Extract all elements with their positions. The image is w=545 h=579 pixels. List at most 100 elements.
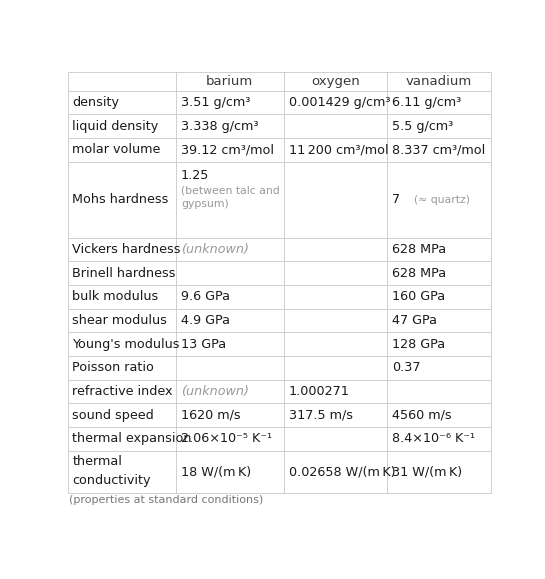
Bar [176, 285, 283, 309]
Text: (between talc and: (between talc and [181, 185, 280, 196]
Bar [68, 332, 176, 356]
Bar [387, 380, 490, 404]
Text: thermal: thermal [72, 455, 122, 468]
Text: conductivity: conductivity [72, 474, 151, 487]
Bar [283, 237, 387, 261]
Text: 128 GPa: 128 GPa [392, 338, 445, 351]
Bar [176, 138, 283, 162]
Text: refractive index: refractive index [72, 385, 173, 398]
Bar [283, 450, 387, 493]
Text: 317.5 m/s: 317.5 m/s [289, 409, 353, 422]
Bar [283, 356, 387, 380]
Bar [176, 450, 283, 493]
Text: Brinell hardness: Brinell hardness [72, 266, 176, 280]
Text: 3.338 g/cm³: 3.338 g/cm³ [181, 120, 258, 133]
Text: 4560 m/s: 4560 m/s [392, 409, 452, 422]
Bar [68, 72, 176, 91]
Bar [176, 237, 283, 261]
Bar [68, 404, 176, 427]
Bar [68, 427, 176, 450]
Text: gypsum): gypsum) [181, 199, 229, 209]
Bar [387, 237, 490, 261]
Bar [68, 285, 176, 309]
Bar [387, 450, 490, 493]
Text: 31 W/(m K): 31 W/(m K) [392, 466, 462, 479]
Text: 5.5 g/cm³: 5.5 g/cm³ [392, 120, 453, 133]
Text: 628 MPa: 628 MPa [392, 243, 446, 256]
Bar [176, 332, 283, 356]
Bar [176, 356, 283, 380]
Bar [176, 404, 283, 427]
Bar [283, 162, 387, 237]
Bar [283, 427, 387, 450]
Bar [283, 261, 387, 285]
Bar [176, 380, 283, 404]
Bar [176, 91, 283, 114]
Bar [68, 261, 176, 285]
Bar [68, 380, 176, 404]
Bar [68, 114, 176, 138]
Bar [387, 138, 490, 162]
Text: density: density [72, 96, 119, 109]
Bar [387, 309, 490, 332]
Text: 2.06×10⁻⁵ K⁻¹: 2.06×10⁻⁵ K⁻¹ [181, 433, 272, 445]
Text: (unknown): (unknown) [181, 243, 249, 256]
Text: 160 GPa: 160 GPa [392, 290, 445, 303]
Text: 4.9 GPa: 4.9 GPa [181, 314, 230, 327]
Bar [68, 162, 176, 237]
Bar [68, 356, 176, 380]
Text: 11 200 cm³/mol: 11 200 cm³/mol [289, 144, 388, 156]
Bar [176, 309, 283, 332]
Bar [283, 380, 387, 404]
Text: 13 GPa: 13 GPa [181, 338, 226, 351]
Bar [283, 138, 387, 162]
Bar [176, 261, 283, 285]
Text: vanadium: vanadium [405, 75, 472, 87]
Text: 1.000271: 1.000271 [289, 385, 349, 398]
Text: 3.51 g/cm³: 3.51 g/cm³ [181, 96, 250, 109]
Text: bulk modulus: bulk modulus [72, 290, 159, 303]
Text: 9.6 GPa: 9.6 GPa [181, 290, 230, 303]
Bar [68, 91, 176, 114]
Bar [387, 285, 490, 309]
Bar [176, 114, 283, 138]
Bar [387, 72, 490, 91]
Text: 0.001429 g/cm³: 0.001429 g/cm³ [289, 96, 390, 109]
Text: 8.4×10⁻⁶ K⁻¹: 8.4×10⁻⁶ K⁻¹ [392, 433, 475, 445]
Text: shear modulus: shear modulus [72, 314, 167, 327]
Bar [176, 72, 283, 91]
Bar [387, 427, 490, 450]
Text: barium: barium [206, 75, 253, 87]
Bar [387, 162, 490, 237]
Text: sound speed: sound speed [72, 409, 154, 422]
Text: 8.337 cm³/mol: 8.337 cm³/mol [392, 144, 486, 156]
Bar [283, 332, 387, 356]
Text: 18 W/(m K): 18 W/(m K) [181, 466, 251, 479]
Text: (properties at standard conditions): (properties at standard conditions) [69, 495, 263, 505]
Text: molar volume: molar volume [72, 144, 161, 156]
Bar [387, 261, 490, 285]
Bar [283, 285, 387, 309]
Text: (≈ quartz): (≈ quartz) [407, 195, 470, 204]
Text: 1.25: 1.25 [181, 169, 209, 182]
Bar [176, 162, 283, 237]
Bar [283, 114, 387, 138]
Text: Vickers hardness: Vickers hardness [72, 243, 181, 256]
Bar [387, 404, 490, 427]
Bar [283, 91, 387, 114]
Text: 0.02658 W/(m K): 0.02658 W/(m K) [289, 466, 395, 479]
Text: liquid density: liquid density [72, 120, 159, 133]
Text: 47 GPa: 47 GPa [392, 314, 437, 327]
Bar [283, 309, 387, 332]
Text: thermal expansion: thermal expansion [72, 433, 192, 445]
Text: Poisson ratio: Poisson ratio [72, 361, 154, 374]
Text: oxygen: oxygen [311, 75, 360, 87]
Bar [283, 72, 387, 91]
Text: 39.12 cm³/mol: 39.12 cm³/mol [181, 144, 274, 156]
Bar [176, 427, 283, 450]
Text: 6.11 g/cm³: 6.11 g/cm³ [392, 96, 461, 109]
Text: 0.37: 0.37 [392, 361, 421, 374]
Text: 1620 m/s: 1620 m/s [181, 409, 240, 422]
Text: 628 MPa: 628 MPa [392, 266, 446, 280]
Bar [387, 114, 490, 138]
